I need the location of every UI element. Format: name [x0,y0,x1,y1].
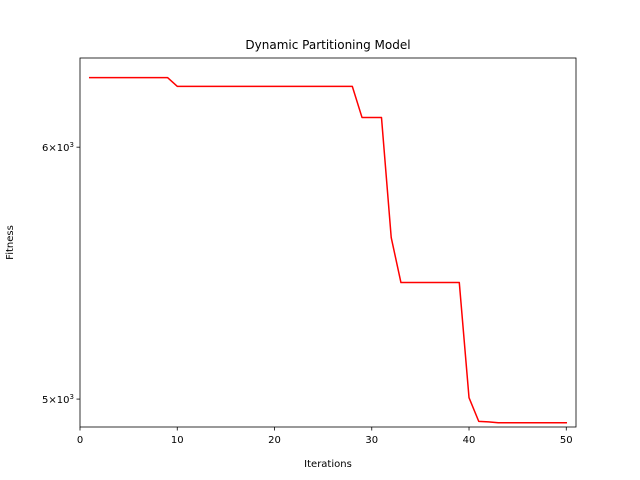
x-tick-label: 20 [268,435,281,446]
x-axis-label: Iterations [304,459,352,470]
y-tick-base: 10 [57,143,70,154]
y-tick-mantissa: 6 [42,143,48,154]
y-tick-times: × [48,143,56,154]
y-tick-times: × [48,395,56,406]
x-tick-label: 50 [560,435,573,446]
series-layer [88,76,568,424]
x-tick-label: 30 [365,435,378,446]
y-tick-mantissa: 5 [42,395,48,406]
x-axis: 0 10 20 30 40 50 [77,427,573,446]
y-tick-label: 5×103 [42,393,74,406]
series-line-0 [88,76,568,424]
plot-frame [79,57,577,428]
y-tick-label: 6×103 [42,141,74,154]
chart-title: Dynamic Partitioning Model [245,38,410,52]
y-tick-base: 10 [57,395,70,406]
y-tick-exponent: 3 [70,393,74,401]
x-tick-label: 40 [463,435,476,446]
y-axis-label: Fitness [5,225,16,260]
x-tick-label: 10 [171,435,184,446]
y-tick-exponent: 3 [70,141,74,149]
x-tick-label: 0 [77,435,83,446]
